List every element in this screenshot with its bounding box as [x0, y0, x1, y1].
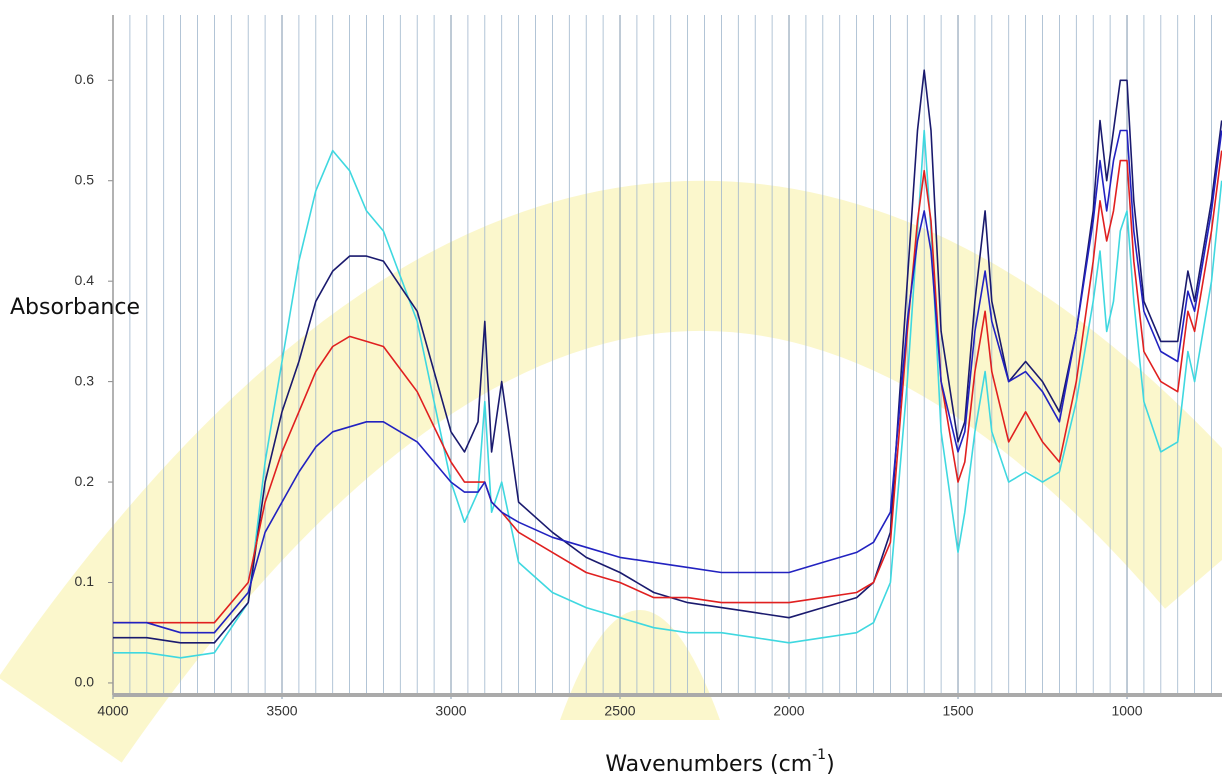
- x-tick-label: 2500: [604, 703, 635, 719]
- y-tick-label: 0.6: [75, 71, 95, 87]
- y-tick-label: 0.3: [75, 372, 95, 388]
- spectrum-line: [113, 69, 1222, 644]
- x-tick-label: 1000: [1111, 703, 1142, 719]
- x-tick-label: 3000: [435, 703, 466, 719]
- spectrum-line: [113, 129, 1222, 659]
- x-label-sup: -1: [812, 747, 826, 763]
- x-tick-label: 3500: [266, 703, 297, 719]
- y-tick-label: 0.2: [75, 473, 95, 489]
- spectrum-line: [113, 129, 1222, 634]
- x-tick-label: 2000: [773, 703, 804, 719]
- y-tick-label: 0.0: [75, 674, 95, 690]
- x-label-text: Wavenumbers (cm: [605, 752, 812, 777]
- x-tick-label: 4000: [97, 703, 128, 719]
- plot: [113, 69, 1222, 659]
- y-tick-label: 0.4: [75, 272, 95, 288]
- y-tick-label: 0.5: [75, 171, 95, 187]
- x-label-end: ): [826, 752, 835, 777]
- y-axis-label: Absorbance: [10, 295, 140, 320]
- watermark-block: [560, 610, 720, 720]
- watermark: [0, 180, 1222, 763]
- x-axis-label: Wavenumbers (cm-1): [605, 747, 834, 777]
- y-tick-label: 0.1: [75, 573, 95, 589]
- x-tick-label: 1500: [942, 703, 973, 719]
- spectrum-line: [113, 150, 1222, 624]
